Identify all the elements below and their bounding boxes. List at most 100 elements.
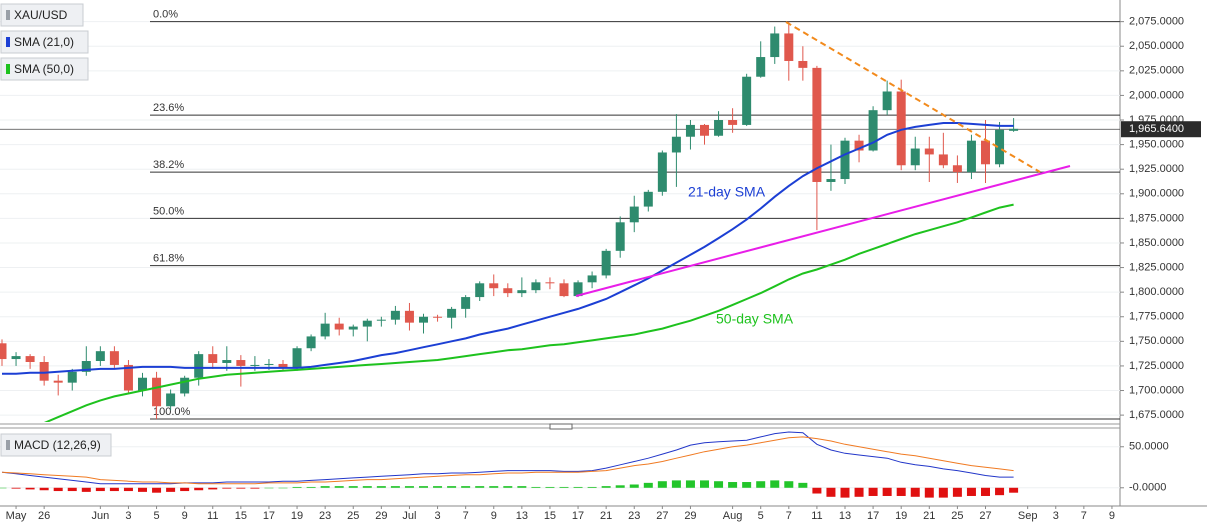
y-tick-label: 1,950.0000 xyxy=(1129,139,1184,151)
x-tick-label: Jul xyxy=(402,510,416,522)
histogram-bar xyxy=(896,487,906,496)
series-annotation: 50-day SMA xyxy=(716,311,794,327)
x-tick-label: 9 xyxy=(1109,510,1115,522)
candle-body xyxy=(278,363,288,368)
histogram-bar xyxy=(966,487,976,496)
legend-swatch xyxy=(6,64,10,74)
candle-body xyxy=(461,297,471,309)
y-tick-label: 1,725.0000 xyxy=(1129,360,1184,372)
legend-label: SMA (50,0) xyxy=(14,62,74,76)
x-tick-label: 23 xyxy=(628,510,640,522)
x-tick-label: 13 xyxy=(516,510,528,522)
candle-body xyxy=(95,351,105,362)
histogram-bar xyxy=(601,486,611,488)
candle-body xyxy=(81,361,91,372)
histogram-bar xyxy=(447,486,457,488)
y-tick-label: 1,775.0000 xyxy=(1129,311,1184,323)
x-tick-label: 23 xyxy=(319,510,331,522)
candle-body xyxy=(756,57,766,77)
y-tick-label: -0.0000 xyxy=(1129,482,1166,494)
histogram-bar xyxy=(362,486,372,488)
x-tick-label: 11 xyxy=(207,510,218,522)
candle-body xyxy=(152,377,162,407)
candle-body xyxy=(629,206,639,223)
histogram-bar xyxy=(264,487,274,489)
candle-body xyxy=(419,316,428,323)
divider-handle[interactable] xyxy=(549,423,573,430)
candle-body xyxy=(531,282,541,291)
legend-box[interactable] xyxy=(0,433,112,457)
candle-body xyxy=(966,140,976,173)
x-tick-label: 25 xyxy=(951,510,963,522)
fib-label: 23.6% xyxy=(153,102,184,114)
histogram-bar xyxy=(573,486,583,488)
x-tick-label: 15 xyxy=(544,510,556,522)
candle-body xyxy=(657,152,667,192)
legend-box[interactable] xyxy=(0,30,89,54)
histogram-bar xyxy=(166,487,176,492)
legend-label: XAU/USD xyxy=(14,8,68,22)
x-tick-label: 11 xyxy=(811,510,822,522)
candle-body xyxy=(924,148,934,155)
histogram-bar xyxy=(938,487,948,498)
candle-body xyxy=(306,336,316,349)
histogram-bar xyxy=(728,482,738,488)
candle-body xyxy=(138,377,147,391)
histogram-bar xyxy=(95,487,105,492)
y-tick-label: 1,800.0000 xyxy=(1129,286,1184,298)
histogram-bar xyxy=(419,486,428,488)
candle-body xyxy=(868,110,878,151)
x-tick-label: 5 xyxy=(758,510,764,522)
histogram-bar xyxy=(376,486,386,488)
x-tick-label: 3 xyxy=(434,510,440,522)
histogram-bar xyxy=(0,487,7,489)
candle-body xyxy=(123,364,133,391)
histogram-bar xyxy=(489,486,499,488)
histogram-bar xyxy=(475,486,485,488)
x-tick-label: 3 xyxy=(125,510,131,522)
candle-body xyxy=(784,33,794,61)
x-tick-label: 7 xyxy=(786,510,792,522)
candle-body xyxy=(840,140,850,180)
legend-swatch xyxy=(6,10,10,20)
histogram-bar xyxy=(250,487,260,489)
candle-body xyxy=(404,310,414,323)
histogram-bar xyxy=(615,485,625,488)
fib-label: 0.0% xyxy=(153,9,178,21)
candle-body xyxy=(334,323,344,330)
candle-body xyxy=(320,323,330,337)
candle-body xyxy=(826,179,836,182)
histogram-bar xyxy=(138,487,147,492)
candle-body xyxy=(854,140,864,151)
legend-box[interactable] xyxy=(0,57,89,81)
resistance-trendline xyxy=(785,21,1041,173)
indicator-line xyxy=(43,203,1014,422)
histogram-bar xyxy=(840,487,850,498)
histogram-bar xyxy=(433,486,443,488)
x-tick-label: 25 xyxy=(347,510,359,522)
fib-label: 50.0% xyxy=(153,205,184,217)
histogram-bar xyxy=(700,480,709,488)
candle-body xyxy=(67,371,77,383)
candle-body xyxy=(728,120,738,125)
candle-body xyxy=(166,393,176,407)
x-tick-label: Aug xyxy=(723,510,743,522)
histogram-bar xyxy=(714,481,724,488)
candle-body xyxy=(700,124,709,136)
candle-body xyxy=(742,76,752,125)
x-tick-label: 26 xyxy=(38,510,50,522)
candle-body xyxy=(503,288,513,294)
histogram-bar xyxy=(671,480,681,488)
y-tick-label: 1,850.0000 xyxy=(1129,237,1184,249)
candle-body xyxy=(517,290,527,294)
y-tick-label: 50.0000 xyxy=(1129,441,1169,453)
legend-box[interactable] xyxy=(0,3,84,27)
candle-body xyxy=(671,136,681,153)
candle-body xyxy=(714,120,724,136)
indicator-line xyxy=(1,436,1014,485)
fib-label: 61.8% xyxy=(153,253,184,265)
candle-body xyxy=(489,283,499,289)
fib-label: 38.2% xyxy=(153,159,184,171)
candle-body xyxy=(812,67,822,182)
x-tick-label: 17 xyxy=(572,510,584,522)
